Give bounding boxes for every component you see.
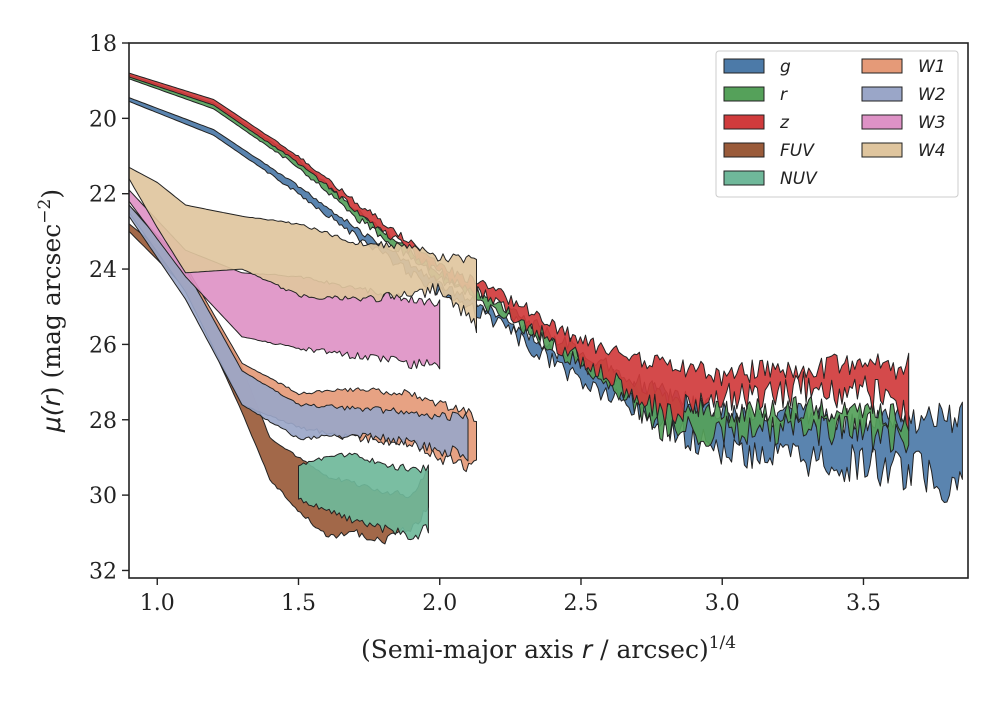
band-z: [129, 72, 910, 432]
y-tick-label: 18: [89, 32, 117, 57]
y-axis-label: μ(r) (mag arcsec−2): [35, 189, 66, 433]
y-tick-label: 22: [89, 183, 117, 208]
legend-label-w1: W1: [918, 57, 946, 77]
x-tick-label: 3.5: [846, 591, 881, 616]
y-tick-label: 30: [89, 484, 117, 509]
y-axis: 18 20 22 24 26 28 30 32: [89, 32, 129, 584]
plot-frame: [128, 42, 969, 579]
legend-label-w2: W2: [918, 85, 946, 105]
y-tick-label: 26: [89, 333, 117, 358]
band-w2: [129, 204, 469, 462]
legend-label-w3: W3: [918, 113, 946, 133]
band-nuv: [298, 452, 429, 541]
legend-swatch-fuv: [723, 142, 765, 158]
x-tick-label: 2.5: [563, 591, 598, 616]
x-tick-label: 1.0: [140, 591, 175, 616]
x-axis: 1.0 1.5 2.0 2.5 3.0 3.5: [140, 578, 881, 616]
x-tick-label: 1.5: [281, 591, 316, 616]
legend-swatch-w3: [861, 114, 903, 130]
legend-label-nuv: NUV: [780, 169, 818, 189]
band-w4: [129, 166, 477, 334]
legend-label-g: g: [780, 57, 791, 77]
legend-swatch-r: [723, 86, 765, 102]
legend-swatch-w2: [861, 86, 903, 102]
y-tick-label: 28: [89, 409, 117, 434]
legend-swatch-g: [723, 58, 765, 74]
y-tick-label: 32: [89, 559, 117, 584]
x-axis-label: (Semi-major axis r / arcsec)1/4: [361, 633, 736, 664]
legend-swatch-w4: [861, 142, 903, 158]
legend-swatch-z: [723, 114, 765, 130]
legend: grz FUV NUV W1 W2 W3 W4: [715, 50, 959, 198]
data-bands: [129, 72, 963, 545]
legend-label-fuv: FUV: [780, 141, 815, 161]
y-tick-label: 24: [89, 258, 117, 283]
legend-label-z: z: [779, 113, 790, 133]
legend-swatch-w1: [861, 58, 903, 74]
x-tick-label: 3.0: [705, 591, 740, 616]
x-tick-label: 2.0: [422, 591, 457, 616]
legend-label-r: r: [780, 85, 788, 105]
legend-label-w4: W4: [918, 141, 946, 161]
y-tick-label: 20: [89, 107, 117, 132]
legend-swatch-nuv: [723, 170, 765, 186]
